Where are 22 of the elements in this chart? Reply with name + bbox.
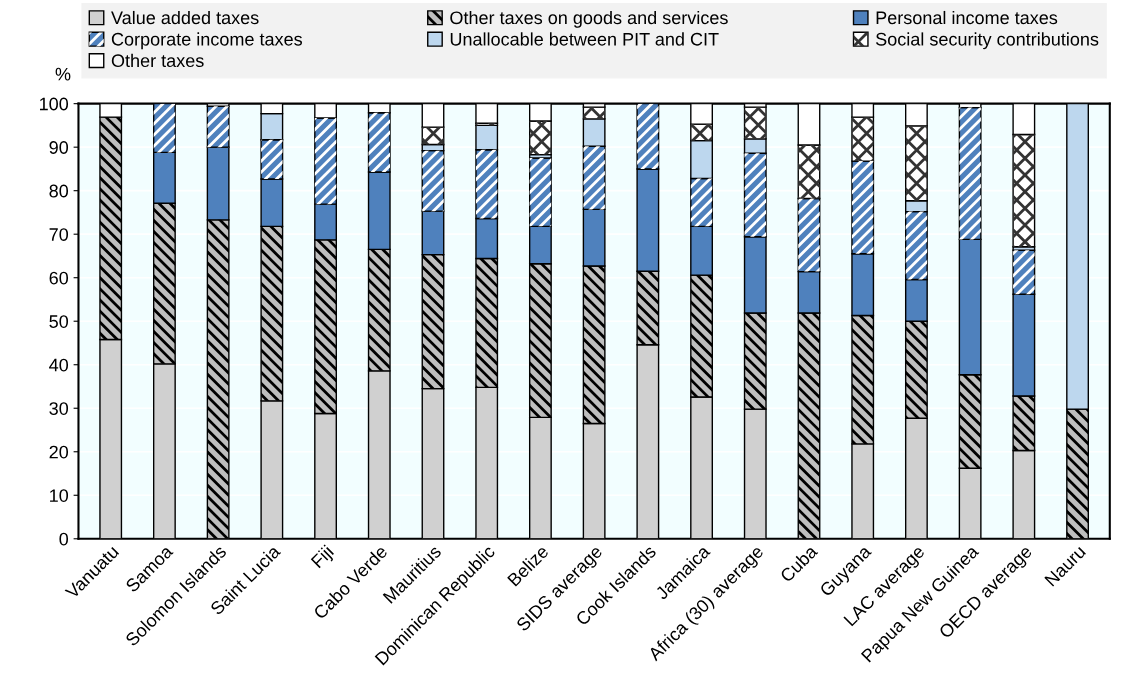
y-tick-label: 20: [49, 445, 69, 459]
legend-label: Social security contributions: [876, 32, 1099, 50]
x-tick-label: Fiji: [310, 544, 337, 571]
y-tick-label: 30: [49, 402, 69, 415]
y-tick-label: 90: [49, 141, 69, 154]
legend-label: Corporate income taxes: [111, 32, 302, 50]
y-tick-label: 100: [40, 97, 69, 111]
y-tick-label: 70: [49, 228, 69, 241]
legend-label: Unallocable between PIT and CIT: [450, 32, 719, 46]
legend-label: Other taxes on goods and services: [450, 10, 728, 28]
bar: [421, 210, 445, 256]
y-tick-label: 60: [49, 271, 69, 285]
y-tick-label: 40: [49, 358, 69, 372]
legend-label: Value added taxes: [111, 10, 259, 25]
bar: [797, 270, 821, 314]
y-tick-label: 80: [49, 184, 69, 198]
legend-label: Other taxes: [111, 53, 204, 68]
legend-label: Personal income taxes: [876, 10, 1058, 25]
y-axis-title: %: [55, 67, 71, 81]
y-tick-label: 0: [59, 532, 69, 546]
y-tick-label: 10: [50, 489, 69, 502]
y-tick-label: 50: [49, 315, 69, 328]
